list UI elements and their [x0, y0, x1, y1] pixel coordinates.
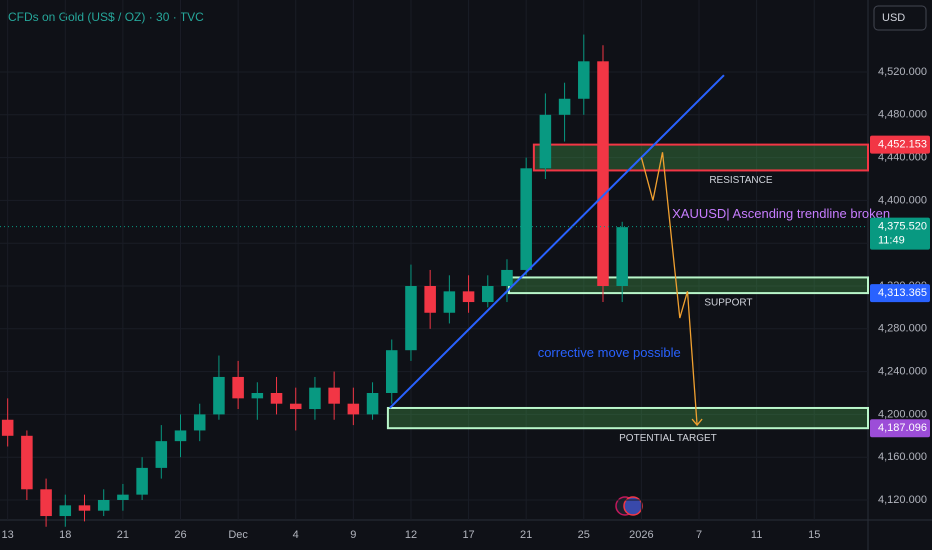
price-tag — [870, 217, 930, 250]
price-tag-label: 4,452.153 — [878, 139, 927, 151]
chart-title: CFDs on Gold (US$ / OZ) · 30 · TVC — [8, 10, 204, 24]
zone — [386, 406, 869, 430]
zone — [532, 143, 869, 172]
x-tick-label: 15 — [808, 529, 820, 541]
projection-path — [640, 152, 698, 426]
trendline — [389, 74, 725, 409]
candle-body — [97, 499, 110, 511]
x-tick-label: Dec — [228, 529, 248, 541]
candle-body — [78, 505, 91, 511]
x-tick-label: 7 — [696, 529, 702, 541]
y-tick-label: 4,120.000 — [878, 494, 927, 506]
currency-button[interactable] — [873, 5, 927, 31]
candle-body — [558, 98, 571, 115]
candle-body — [424, 286, 436, 313]
annotation: XAUUSD| Ascending trendline broken — [672, 206, 890, 221]
candle-body — [289, 403, 302, 410]
x-tick-label: 4 — [293, 529, 299, 541]
candle-body — [347, 403, 360, 415]
candle-body — [616, 227, 628, 286]
candle-body — [193, 414, 206, 431]
candle-body — [21, 435, 33, 490]
candle-body — [405, 286, 417, 351]
zone-label: SUPPORT — [704, 298, 752, 309]
candle-body — [232, 376, 244, 399]
currency[interactable]: USD — [882, 12, 905, 24]
x-tick-label: 25 — [578, 529, 590, 541]
price-tag-label: 4,187.096 — [878, 422, 927, 434]
candle-body — [385, 350, 398, 393]
x-tick-label: 2026 — [629, 529, 653, 541]
candle-body — [1, 419, 14, 436]
candle-body — [117, 494, 129, 500]
price-tag — [870, 419, 930, 438]
flag-icons — [615, 496, 643, 516]
candle-body — [597, 61, 609, 287]
x-tick-label: 21 — [520, 529, 532, 541]
candle-body — [59, 505, 72, 517]
candle-body — [482, 286, 494, 303]
candle-body — [270, 392, 283, 404]
candle-body — [136, 467, 148, 495]
price-tag-label: 4,313.365 — [878, 287, 927, 299]
y-tick-label: 4,480.000 — [878, 109, 927, 121]
candle-body — [40, 489, 52, 517]
candle-body — [578, 61, 590, 99]
candle-body — [251, 392, 264, 399]
y-tick-label: 4,280.000 — [878, 323, 927, 335]
candle-body — [309, 387, 321, 410]
candle-body — [366, 392, 379, 415]
zone — [507, 276, 869, 295]
y-tick-label: 4,200.000 — [878, 408, 927, 420]
x-tick-label: 11 — [751, 529, 762, 541]
price-tag-label: 4,375.520 — [878, 221, 927, 233]
annotation: corrective move possible — [538, 345, 681, 360]
y-tick-label: 4,440.000 — [878, 152, 927, 164]
candle-body — [328, 387, 340, 404]
zone-label: POTENTIAL TARGET — [619, 433, 717, 444]
price-tag-time: 11:49 — [878, 235, 905, 247]
candle-body — [539, 114, 552, 169]
x-tick-label: 17 — [462, 529, 474, 541]
zone-label: RESISTANCE — [709, 175, 772, 186]
x-tick-label: 21 — [117, 529, 129, 541]
y-tick-label: 4,520.000 — [878, 66, 927, 78]
candle-body — [462, 291, 475, 303]
x-tick-label: 13 — [2, 529, 14, 541]
price-tag — [870, 135, 930, 154]
x-tick-label: 26 — [174, 529, 186, 541]
y-tick-label: 4,240.000 — [878, 366, 927, 378]
x-tick-label: 9 — [350, 529, 356, 541]
arrow-head — [691, 418, 703, 427]
candle-body — [443, 291, 456, 313]
candle-body — [501, 269, 513, 286]
x-tick-label: 18 — [59, 529, 71, 541]
candle-body — [155, 441, 168, 468]
candle-body — [520, 168, 532, 270]
candle-body — [213, 376, 225, 415]
price-tag — [870, 284, 930, 303]
y-tick-label: 4,400.000 — [878, 194, 927, 206]
x-tick-label: 12 — [405, 529, 417, 541]
candle-body — [174, 430, 187, 442]
y-tick-label: 4,160.000 — [878, 451, 927, 463]
